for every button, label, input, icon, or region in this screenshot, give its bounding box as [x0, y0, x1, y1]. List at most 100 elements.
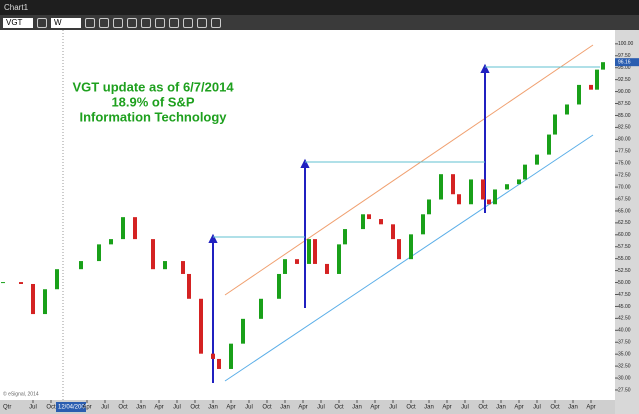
- crosshair-date: 12/04/2006: [58, 405, 89, 411]
- candle: [79, 261, 83, 270]
- icon[interactable]: [37, 17, 47, 28]
- x-tick-label: Oct: [550, 405, 560, 411]
- x-tick-label: Jan: [136, 405, 146, 411]
- x-tick-label: Oct: [406, 405, 416, 411]
- last-price: 96.16: [618, 60, 631, 66]
- y-tick-label: 67.50: [618, 196, 631, 202]
- x-tick-label: Jul: [101, 405, 109, 411]
- candle: [577, 84, 581, 105]
- candle: [601, 62, 605, 70]
- icon[interactable]: [85, 17, 95, 28]
- y-tick-label: 82.50: [618, 125, 631, 131]
- candle: [451, 174, 455, 195]
- channel-top: [224, 44, 594, 296]
- x-tick-label: Oct: [46, 405, 56, 411]
- x-tick-label: Jan: [208, 405, 218, 411]
- candle: [181, 261, 185, 274]
- y-tick-label: 45.00: [618, 304, 631, 310]
- tab[interactable]: Chart1: [4, 3, 29, 12]
- icon[interactable]: [141, 17, 151, 28]
- annotation: VGT update as of 6/7/2014 18.9% of S&P I…: [72, 79, 234, 124]
- icon[interactable]: [169, 17, 179, 28]
- candle: [151, 239, 155, 270]
- x-tick-label: Jan: [568, 405, 578, 411]
- y-axis-bg: [615, 30, 639, 414]
- candle: [343, 229, 347, 245]
- candle: [457, 194, 461, 205]
- y-tick-label: 85.00: [618, 113, 631, 119]
- y-tick-label: 75.00: [618, 161, 631, 167]
- icon[interactable]: [99, 17, 109, 28]
- candle: [277, 273, 281, 299]
- crosshair-box: [56, 402, 86, 412]
- candle: [595, 69, 599, 90]
- y-tick-label: 100.00: [618, 41, 634, 47]
- y-tick-label: 52.50: [618, 268, 631, 274]
- candle: [187, 273, 191, 299]
- candle: [229, 343, 233, 369]
- candle: [163, 261, 167, 270]
- candle: [553, 114, 557, 135]
- y-tick-label: 27.50: [618, 387, 631, 393]
- y-tick-label: 97.50: [618, 53, 631, 59]
- x-tick-label: Apr: [370, 405, 379, 411]
- candle: [241, 318, 245, 344]
- targets: [213, 66, 600, 238]
- icon[interactable]: [155, 17, 165, 28]
- icon[interactable]: [183, 17, 193, 28]
- candle: [19, 282, 23, 284]
- candle: [523, 164, 527, 180]
- icon[interactable]: [113, 17, 123, 28]
- x-tick-label: Apr: [154, 405, 163, 411]
- candle: [397, 239, 401, 260]
- x-tick-label: Jul: [533, 405, 541, 411]
- x-tick-label: Apr: [226, 405, 235, 411]
- chart: VGT update as of 6/7/2014 18.9% of S&P I…: [0, 30, 639, 414]
- candle: [421, 214, 425, 235]
- last-price-box: [615, 58, 639, 67]
- x-tick-label: Oct: [118, 405, 128, 411]
- symbol-input[interactable]: VGT: [3, 17, 33, 28]
- x-tick-label: Jul: [389, 405, 397, 411]
- candle: [211, 353, 215, 359]
- copyright: © eSignal, 2014: [3, 390, 39, 397]
- candle: [469, 179, 473, 205]
- interval-input[interactable]: W: [51, 17, 81, 28]
- candle: [391, 224, 395, 240]
- candle: [133, 217, 137, 240]
- x-tick-label: Apr: [298, 405, 307, 411]
- plot-bg: [0, 30, 615, 400]
- toolbar: Chart1 VGT W: [0, 0, 639, 30]
- candle: [517, 179, 521, 185]
- candle: [547, 134, 551, 155]
- y-tick-label: 95.00: [618, 65, 631, 71]
- y-tick-label: 92.50: [618, 77, 631, 83]
- icon[interactable]: [127, 17, 137, 28]
- y-tick-label: 50.00: [618, 280, 631, 286]
- candle: [409, 234, 413, 260]
- x-tick-label: Jan: [424, 405, 434, 411]
- x-tick-label: Oct: [262, 405, 272, 411]
- y-tick-label: 77.50: [618, 149, 631, 155]
- x-tick-label: Jul: [173, 405, 181, 411]
- x-tick-label: Jul: [317, 405, 325, 411]
- candle: [367, 214, 371, 220]
- x-corner: Qtr: [3, 405, 11, 411]
- y-tick-label: 57.50: [618, 244, 631, 250]
- candle: [97, 244, 101, 262]
- y-tick-label: 80.00: [618, 137, 631, 143]
- candle: [283, 259, 287, 274]
- icon[interactable]: [211, 17, 221, 28]
- y-tick-label: 35.00: [618, 351, 631, 357]
- candle: [337, 244, 341, 274]
- y-tick-label: 87.50: [618, 101, 631, 107]
- y-tick-label: 42.50: [618, 316, 631, 322]
- note: Information Technology: [79, 109, 227, 124]
- candle: [259, 298, 263, 319]
- candle: [505, 184, 509, 190]
- candle: [427, 199, 431, 215]
- candle: [379, 219, 383, 225]
- candle: [307, 239, 311, 264]
- icon[interactable]: [197, 17, 207, 28]
- candle: [439, 174, 443, 200]
